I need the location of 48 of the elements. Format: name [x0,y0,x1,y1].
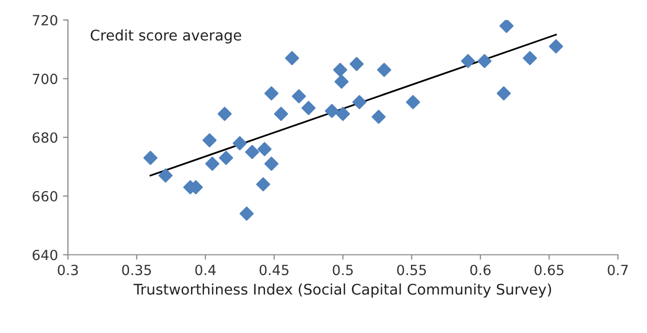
y-tick-label: 680 [32,132,58,143]
x-axis-title: Trustworthiness Index (Social Capital Community Survey) [133,283,552,298]
y-tick-label: 700 [32,74,58,84]
point [274,106,288,121]
point [336,106,350,121]
y-tick-label: 660 [32,191,58,202]
point [218,150,234,165]
point [499,20,514,33]
x-tick-label: 0.45 [260,264,288,276]
x-tick-label: 0.5 [332,264,353,276]
point [406,95,420,110]
y-tick-label: 720 [32,14,58,26]
point [522,51,537,66]
point [350,56,364,72]
point [334,74,349,89]
point [548,39,564,54]
x-tick-label: 0.35 [122,264,151,276]
x-tick-label: 0.3 [58,264,78,276]
point [205,156,220,171]
point [232,136,247,150]
point [218,106,232,121]
point [292,89,306,104]
point [372,110,386,124]
point [460,54,476,68]
point [143,150,158,165]
point [352,95,366,110]
point [245,144,260,160]
point [324,104,339,118]
point [264,86,278,100]
x-tick-label: 0.6 [470,264,491,276]
point [240,206,254,221]
x-tick-label: 0.65 [534,264,564,276]
point [301,100,316,116]
point [202,133,217,148]
point [377,62,392,77]
y-tick-label: 640 [32,250,58,260]
x-tick-label: 0.55 [397,264,426,276]
point [477,54,492,68]
point [158,168,173,183]
point [256,177,270,192]
x-tick-label: 0.7 [608,264,628,276]
point [333,62,348,77]
point [496,86,511,100]
y-axis-title: Credit score average [90,29,242,44]
point [264,156,278,171]
x-tick-label: 0.4 [195,264,216,276]
point [284,51,300,66]
point [257,142,272,156]
